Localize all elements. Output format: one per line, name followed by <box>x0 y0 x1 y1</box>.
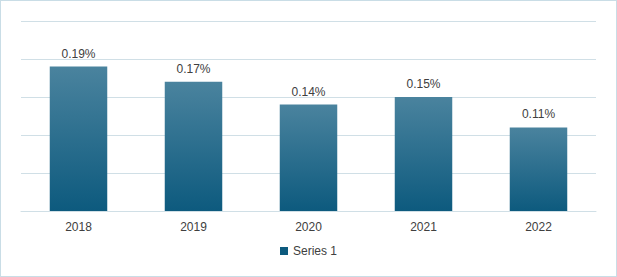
svg-text:2019: 2019 <box>180 220 207 234</box>
svg-text:0.19%: 0.19% <box>61 47 95 61</box>
svg-text:2022: 2022 <box>525 220 552 234</box>
svg-text:2021: 2021 <box>410 220 437 234</box>
svg-text:Series 1: Series 1 <box>293 244 337 258</box>
svg-text:2020: 2020 <box>295 220 322 234</box>
svg-text:2018: 2018 <box>65 220 92 234</box>
svg-text:0.14%: 0.14% <box>291 85 325 99</box>
svg-text:0.17%: 0.17% <box>176 62 210 76</box>
svg-text:0.15%: 0.15% <box>406 77 440 91</box>
svg-text:0.11%: 0.11% <box>522 107 555 121</box>
